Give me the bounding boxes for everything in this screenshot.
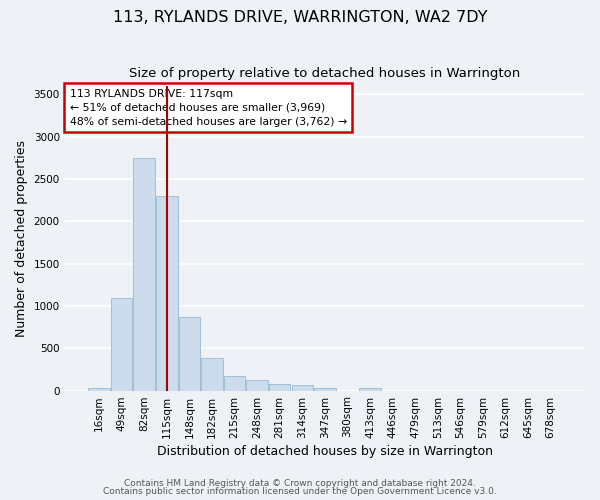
Bar [201, 358, 223, 390]
Bar [292, 384, 313, 390]
Bar [224, 376, 245, 390]
X-axis label: Distribution of detached houses by size in Warrington: Distribution of detached houses by size … [157, 444, 493, 458]
Bar [314, 388, 335, 390]
Bar [133, 158, 155, 390]
Bar [88, 388, 110, 390]
Text: 113 RYLANDS DRIVE: 117sqm
← 51% of detached houses are smaller (3,969)
48% of se: 113 RYLANDS DRIVE: 117sqm ← 51% of detac… [70, 89, 347, 127]
Text: Contains HM Land Registry data © Crown copyright and database right 2024.: Contains HM Land Registry data © Crown c… [124, 478, 476, 488]
Bar [156, 196, 178, 390]
Text: 113, RYLANDS DRIVE, WARRINGTON, WA2 7DY: 113, RYLANDS DRIVE, WARRINGTON, WA2 7DY [113, 10, 487, 25]
Bar [269, 384, 290, 390]
Bar [179, 317, 200, 390]
Bar [247, 380, 268, 390]
Text: Contains public sector information licensed under the Open Government Licence v3: Contains public sector information licen… [103, 487, 497, 496]
Bar [359, 388, 381, 390]
Title: Size of property relative to detached houses in Warrington: Size of property relative to detached ho… [129, 68, 520, 80]
Bar [111, 298, 133, 390]
Y-axis label: Number of detached properties: Number of detached properties [15, 140, 28, 336]
